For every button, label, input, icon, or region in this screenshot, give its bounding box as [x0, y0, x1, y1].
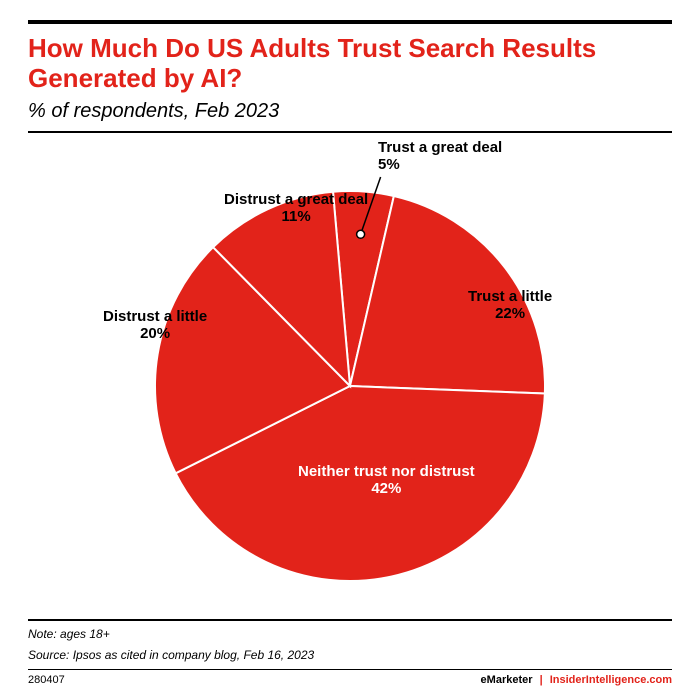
attribution: eMarketer | InsiderIntelligence.com — [481, 674, 672, 686]
slice-label: Distrust a little 20% — [103, 308, 207, 343]
slice-label: Trust a little 22% — [468, 288, 552, 323]
top-rule — [28, 20, 672, 24]
note-line-1: Note: ages 18+ — [28, 627, 672, 642]
brand-emarketer: eMarketer — [481, 674, 533, 686]
slice-label: Trust a great deal 5% — [378, 139, 502, 174]
brand-separator: | — [540, 674, 543, 686]
chart-subtitle: % of respondents, Feb 2023 — [28, 100, 672, 123]
ref-number: 280407 — [28, 674, 65, 686]
pie-chart: Trust a great deal 5% Trust a little 22% N… — [28, 133, 672, 619]
brand-insider: InsiderIntelligence.com — [550, 674, 672, 686]
note-line-2: Source: Ipsos as cited in company blog, … — [28, 648, 672, 663]
footer: 280407 eMarketer | InsiderIntelligence.c… — [28, 670, 672, 686]
chart-title: How Much Do US Adults Trust Search Resul… — [28, 34, 672, 94]
thin-rule-bottom — [28, 619, 672, 621]
callout-dot-icon — [357, 230, 365, 238]
slice-label: Neither trust nor distrust 42% — [298, 463, 475, 498]
slice-label: Distrust a great deal 11% — [224, 191, 368, 226]
